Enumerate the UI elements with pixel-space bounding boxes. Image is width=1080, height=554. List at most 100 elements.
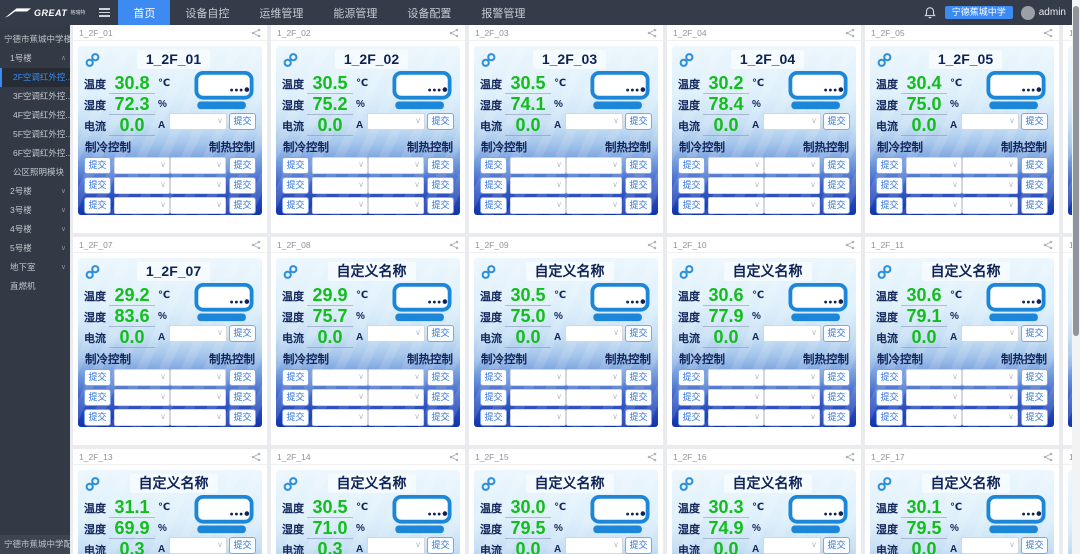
cooling-submit-button[interactable]: 提交 — [876, 409, 903, 426]
power-select[interactable] — [961, 113, 1019, 130]
heating-submit-button[interactable]: 提交 — [625, 369, 652, 386]
heating-submit-button[interactable]: 提交 — [427, 369, 454, 386]
share-icon[interactable] — [1043, 28, 1053, 38]
nav-tab[interactable]: 报警管理 — [466, 0, 540, 25]
power-submit-button[interactable]: 提交 — [823, 537, 850, 554]
cooling-submit-button[interactable]: 提交 — [876, 389, 903, 406]
link-icon[interactable] — [876, 52, 893, 68]
cooling-submit-button[interactable]: 提交 — [282, 369, 309, 386]
heating-submit-button[interactable]: 提交 — [823, 177, 850, 194]
heating-submit-button[interactable]: 提交 — [427, 197, 454, 214]
share-icon[interactable] — [647, 452, 657, 462]
heating-submit-button[interactable]: 提交 — [229, 389, 256, 406]
nav-tab[interactable]: 设备配置 — [392, 0, 466, 25]
heating-submit-button[interactable]: 提交 — [427, 177, 454, 194]
cooling-select[interactable] — [708, 197, 764, 214]
cooling-submit-button[interactable]: 提交 — [480, 197, 507, 214]
power-submit-button[interactable]: 提交 — [427, 325, 454, 342]
cooling-select[interactable] — [708, 409, 764, 426]
heating-select[interactable] — [566, 389, 622, 406]
nav-tab[interactable]: 设备自控 — [170, 0, 244, 25]
heating-select[interactable] — [962, 409, 1018, 426]
share-icon[interactable] — [845, 28, 855, 38]
heating-select[interactable] — [764, 369, 820, 386]
share-icon[interactable] — [845, 452, 855, 462]
heating-select[interactable] — [764, 197, 820, 214]
power-select[interactable] — [961, 325, 1019, 342]
nav-tab[interactable]: 能源管理 — [318, 0, 392, 25]
cooling-submit-button[interactable]: 提交 — [876, 157, 903, 174]
cooling-select[interactable] — [510, 389, 566, 406]
cooling-submit-button[interactable]: 提交 — [678, 369, 705, 386]
heating-select[interactable] — [170, 157, 226, 174]
sidebar-item[interactable]: 1号楼 — [0, 49, 70, 68]
heating-select[interactable] — [566, 197, 622, 214]
share-icon[interactable] — [647, 28, 657, 38]
cooling-select[interactable] — [510, 197, 566, 214]
heating-select[interactable] — [962, 177, 1018, 194]
sidebar-item[interactable]: 2号楼 — [0, 182, 70, 201]
link-icon[interactable] — [876, 476, 893, 492]
link-icon[interactable] — [480, 476, 497, 492]
cooling-submit-button[interactable]: 提交 — [480, 389, 507, 406]
cooling-select[interactable] — [312, 197, 368, 214]
cooling-submit-button[interactable]: 提交 — [282, 197, 309, 214]
link-icon[interactable] — [282, 264, 299, 280]
heating-submit-button[interactable]: 提交 — [427, 409, 454, 426]
link-icon[interactable] — [480, 264, 497, 280]
sidebar-item[interactable]: 直燃机 — [0, 277, 70, 296]
power-select[interactable] — [169, 325, 227, 342]
heating-submit-button[interactable]: 提交 — [1021, 157, 1048, 174]
power-submit-button[interactable]: 提交 — [625, 537, 652, 554]
heating-select[interactable] — [962, 369, 1018, 386]
heating-submit-button[interactable]: 提交 — [823, 409, 850, 426]
power-select[interactable] — [763, 113, 821, 130]
share-icon[interactable] — [449, 452, 459, 462]
cooling-submit-button[interactable]: 提交 — [282, 177, 309, 194]
sidebar-item[interactable]: 地下室 — [0, 258, 70, 277]
power-submit-button[interactable]: 提交 — [229, 113, 256, 130]
heating-submit-button[interactable]: 提交 — [823, 389, 850, 406]
power-select[interactable] — [367, 325, 425, 342]
cooling-select[interactable] — [114, 389, 170, 406]
cooling-select[interactable] — [906, 409, 962, 426]
power-select[interactable] — [367, 537, 425, 554]
heating-select[interactable] — [764, 389, 820, 406]
heating-submit-button[interactable]: 提交 — [1021, 177, 1048, 194]
heating-select[interactable] — [368, 369, 424, 386]
org-badge[interactable]: 宁德蕉城中学 — [944, 6, 1013, 19]
heating-submit-button[interactable]: 提交 — [823, 157, 850, 174]
heating-select[interactable] — [170, 177, 226, 194]
sidebar-item[interactable]: 4号楼 — [0, 220, 70, 239]
cooling-submit-button[interactable]: 提交 — [84, 177, 111, 194]
heating-select[interactable] — [566, 157, 622, 174]
cooling-select[interactable] — [906, 197, 962, 214]
heating-select[interactable] — [962, 389, 1018, 406]
link-icon[interactable] — [282, 52, 299, 68]
power-select[interactable] — [763, 537, 821, 554]
heating-submit-button[interactable]: 提交 — [1021, 197, 1048, 214]
power-select[interactable] — [169, 537, 227, 554]
share-icon[interactable] — [251, 452, 261, 462]
power-submit-button[interactable]: 提交 — [625, 113, 652, 130]
cooling-select[interactable] — [312, 409, 368, 426]
cooling-select[interactable] — [114, 177, 170, 194]
heating-select[interactable] — [764, 409, 820, 426]
cooling-submit-button[interactable]: 提交 — [480, 177, 507, 194]
sidebar-item[interactable]: 宁德市蕉城中学楼... — [0, 30, 70, 49]
heating-submit-button[interactable]: 提交 — [1021, 389, 1048, 406]
cooling-select[interactable] — [708, 389, 764, 406]
cooling-submit-button[interactable]: 提交 — [876, 197, 903, 214]
scrollbar-thumb[interactable] — [1073, 6, 1079, 336]
nav-tab[interactable]: 运维管理 — [244, 0, 318, 25]
cooling-select[interactable] — [510, 157, 566, 174]
heating-select[interactable] — [962, 157, 1018, 174]
share-icon[interactable] — [251, 240, 261, 250]
heating-select[interactable] — [764, 157, 820, 174]
heating-select[interactable] — [962, 197, 1018, 214]
heating-submit-button[interactable]: 提交 — [229, 197, 256, 214]
heating-submit-button[interactable]: 提交 — [1021, 369, 1048, 386]
cooling-select[interactable] — [114, 409, 170, 426]
heating-submit-button[interactable]: 提交 — [625, 177, 652, 194]
sidebar-item[interactable]: 5号楼 — [0, 239, 70, 258]
